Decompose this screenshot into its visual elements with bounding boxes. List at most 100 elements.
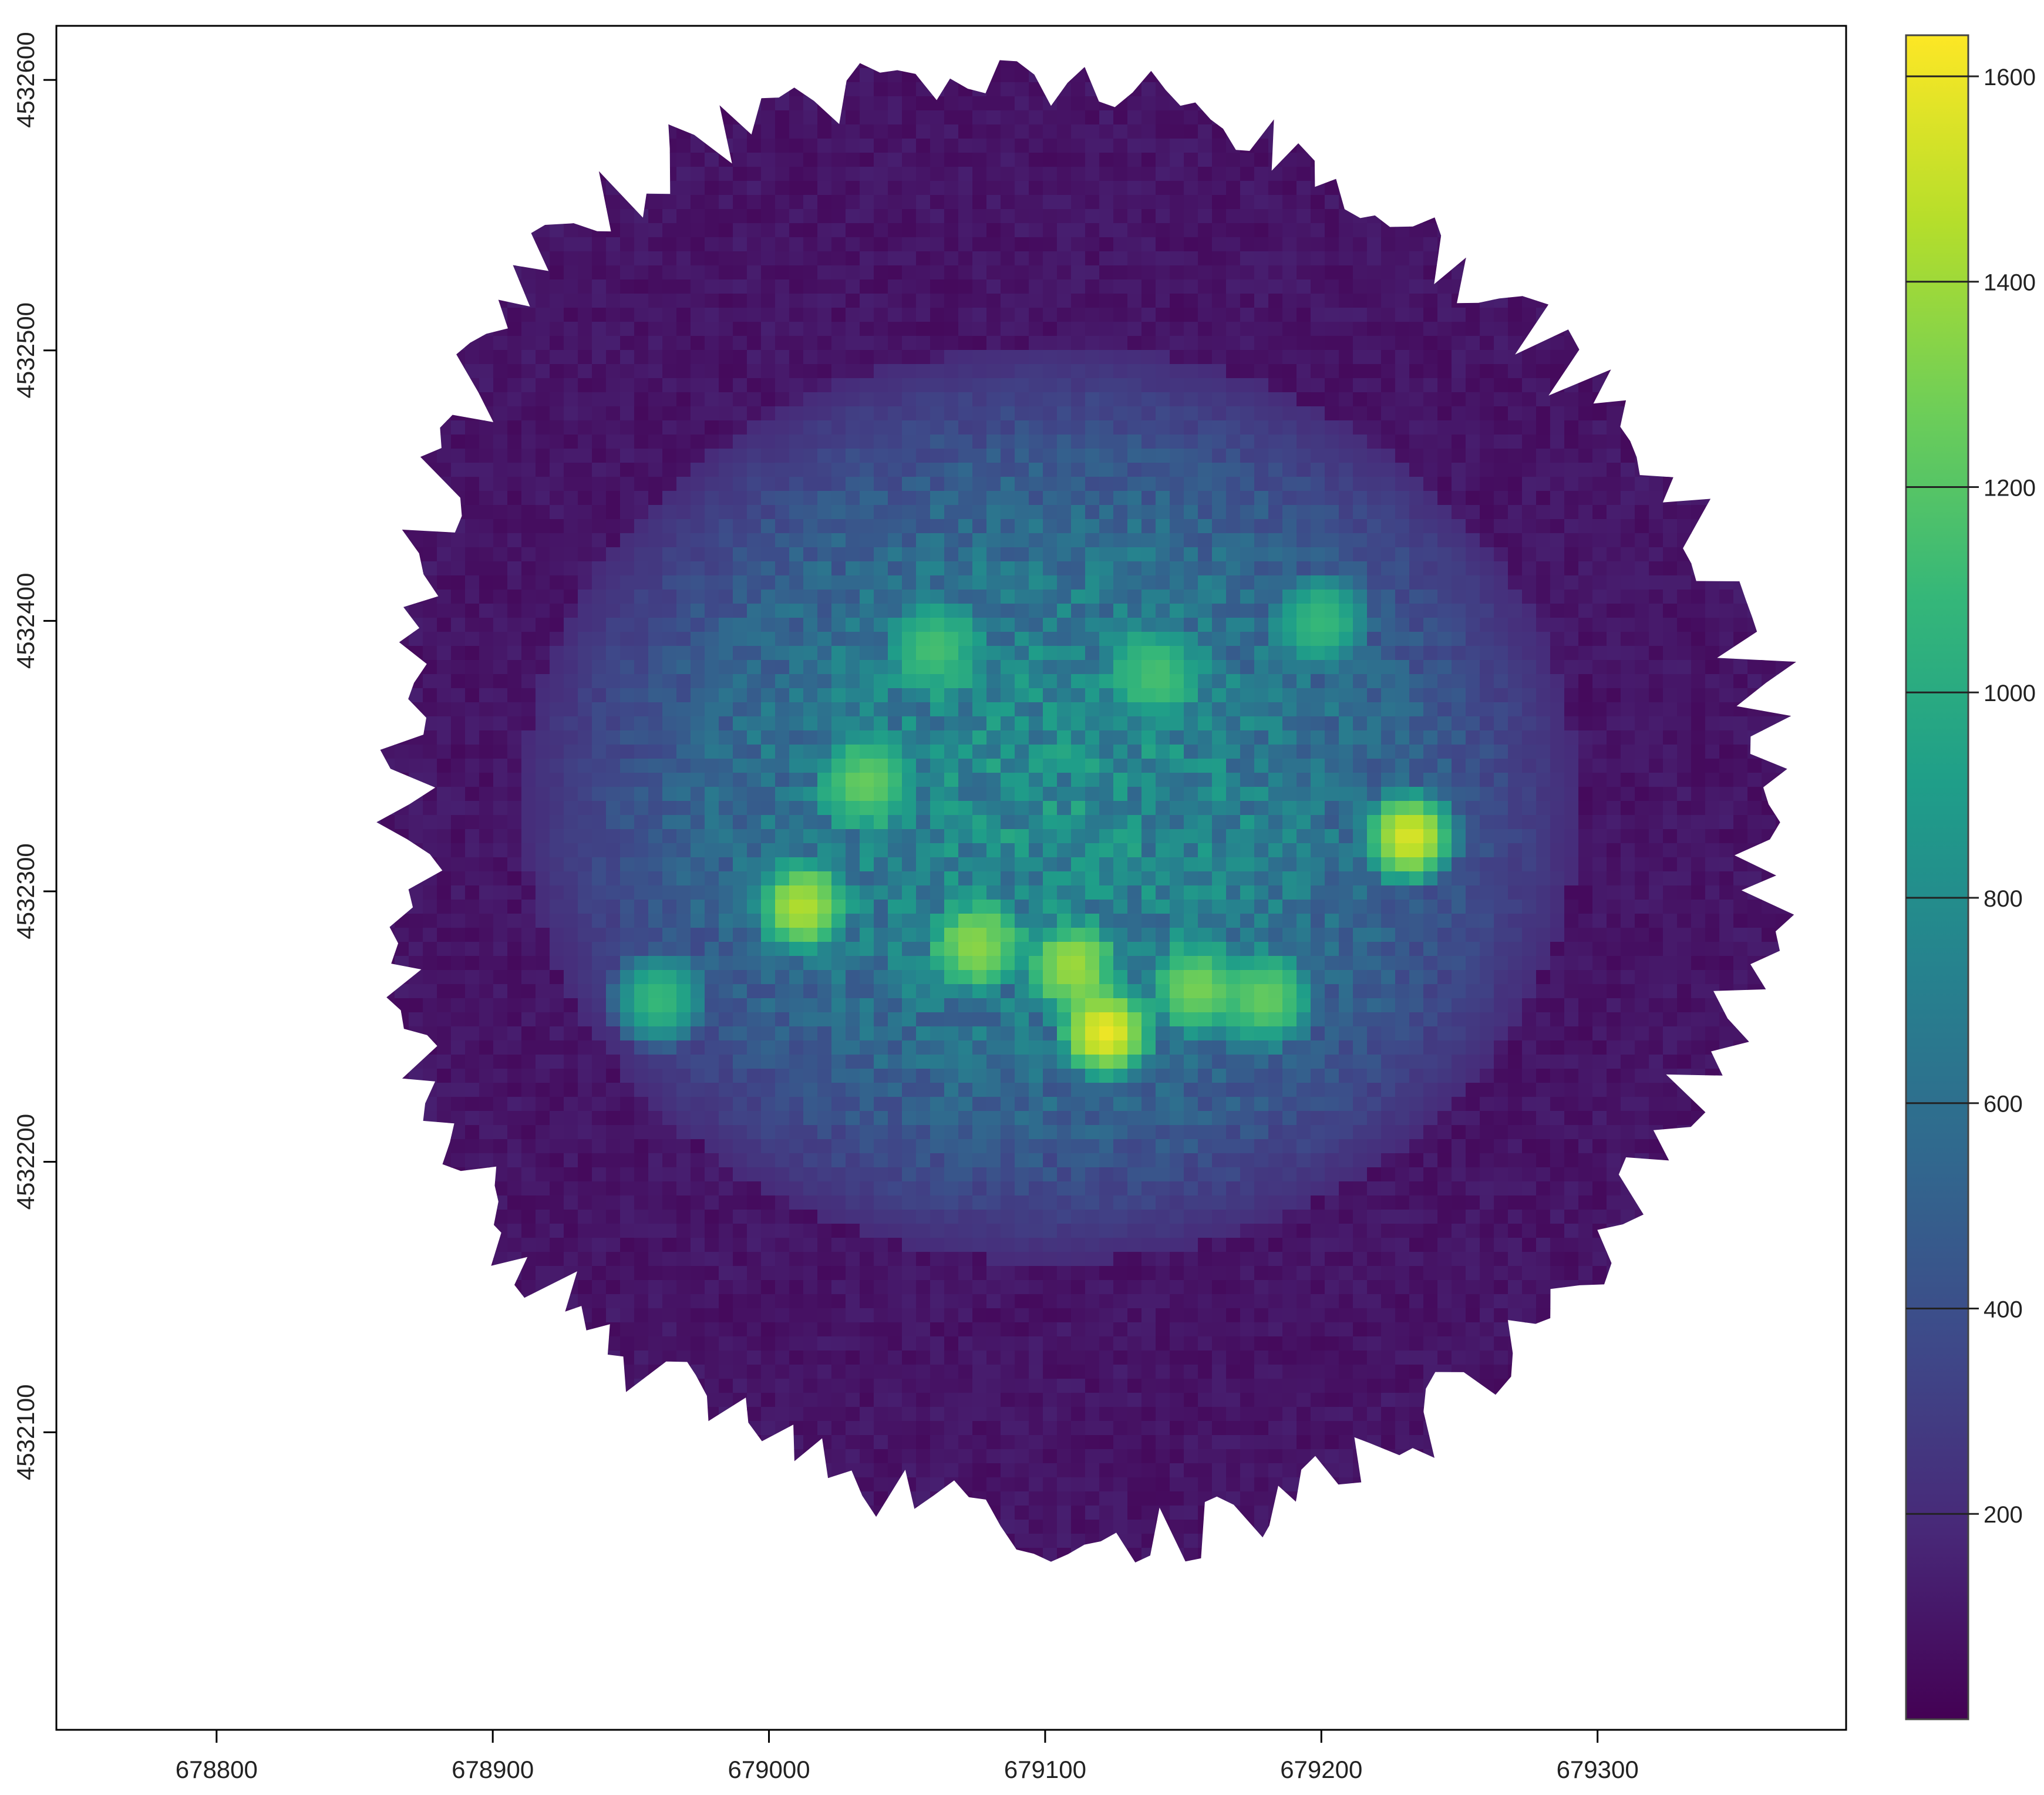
raster-cell	[225, 124, 240, 139]
raster-cell	[99, 124, 113, 139]
raster-cell	[1719, 406, 1734, 421]
raster-cell	[1832, 435, 1847, 449]
raster-cell	[620, 449, 635, 463]
raster-cell	[817, 223, 832, 238]
raster-cell	[1099, 561, 1114, 576]
raster-cell	[465, 68, 480, 83]
raster-cell	[1254, 26, 1269, 41]
raster-cell	[578, 378, 592, 393]
raster-cell	[1339, 505, 1353, 520]
raster-cell	[860, 420, 874, 435]
raster-cell	[99, 153, 113, 167]
raster-cell	[1015, 519, 1029, 534]
raster-cell	[958, 237, 973, 252]
raster-cell	[1564, 153, 1579, 167]
raster-cell	[691, 195, 705, 210]
raster-cell	[1592, 96, 1607, 111]
raster-cell	[620, 26, 635, 41]
raster-cell	[1141, 153, 1156, 167]
raster-cell	[197, 547, 212, 562]
raster-cell	[1437, 463, 1452, 477]
raster-cell	[1522, 364, 1537, 379]
raster-cell	[437, 406, 452, 421]
raster-cell	[1099, 308, 1114, 322]
raster-cell	[733, 251, 747, 266]
raster-cell	[1691, 477, 1706, 491]
raster-cell	[1409, 195, 1424, 210]
raster-cell	[507, 82, 522, 97]
raster-cell	[662, 378, 677, 393]
raster-cell	[296, 294, 311, 308]
raster-cell	[1762, 96, 1776, 111]
raster-cell	[1395, 223, 1410, 238]
raster-cell	[691, 533, 705, 548]
raster-cell	[648, 110, 663, 125]
raster-cell	[451, 153, 466, 167]
raster-cell	[1395, 505, 1410, 520]
raster-cell	[916, 68, 931, 83]
raster-cell	[691, 40, 705, 55]
raster-cell	[310, 406, 325, 421]
raster-cell	[451, 392, 466, 407]
raster-cell	[113, 82, 127, 97]
raster-cell	[1325, 153, 1339, 167]
raster-cell	[817, 449, 832, 463]
raster-cell	[1043, 82, 1058, 97]
raster-cell	[1747, 477, 1762, 491]
raster-cell	[1790, 364, 1797, 379]
raster-cell	[846, 505, 860, 520]
raster-cell	[564, 406, 578, 421]
raster-cell	[99, 435, 113, 449]
raster-cell	[1057, 153, 1072, 167]
raster-cell	[56, 322, 71, 336]
raster-cell	[1466, 223, 1480, 238]
raster-cell	[1339, 139, 1353, 153]
raster-cell	[803, 265, 818, 280]
raster-cell	[888, 26, 903, 41]
raster-cell	[1522, 124, 1537, 139]
raster-cell	[1522, 533, 1537, 548]
raster-cell	[155, 279, 170, 294]
raster-cell	[944, 505, 959, 520]
raster-cell	[1141, 195, 1156, 210]
raster-cell	[127, 110, 142, 125]
raster-cell	[1198, 139, 1213, 153]
raster-cell	[550, 110, 564, 125]
raster-cell	[240, 420, 254, 435]
raster-cell	[1437, 336, 1452, 351]
raster-cell	[70, 181, 85, 196]
raster-cell	[1141, 561, 1156, 576]
raster-cell	[1494, 449, 1508, 463]
raster-cell	[1339, 279, 1353, 294]
raster-cell	[1395, 449, 1410, 463]
raster-cell	[1212, 420, 1227, 435]
raster-cell	[1325, 547, 1339, 562]
raster-cell	[1423, 463, 1438, 477]
raster-cell	[1353, 209, 1368, 224]
raster-cell	[578, 322, 592, 336]
raster-cell	[1268, 40, 1283, 55]
raster-cell	[268, 223, 282, 238]
raster-cell	[1029, 308, 1043, 322]
raster-cell	[1085, 279, 1100, 294]
raster-cell	[1268, 364, 1283, 379]
raster-cell	[1677, 420, 1692, 435]
raster-cell	[1733, 491, 1748, 506]
raster-cell	[1621, 420, 1635, 435]
raster-cell	[1156, 251, 1170, 266]
raster-cell	[451, 350, 466, 365]
raster-cell	[1071, 322, 1086, 336]
raster-cell	[1409, 350, 1424, 365]
raster-cell	[1635, 209, 1649, 224]
raster-cell	[578, 167, 592, 181]
raster-cell	[197, 265, 212, 280]
raster-cell	[376, 336, 381, 351]
raster-cell	[1747, 406, 1762, 421]
raster-cell	[85, 378, 99, 393]
raster-cell	[578, 139, 592, 153]
raster-cell	[930, 406, 945, 421]
raster-cell	[1762, 392, 1776, 407]
raster-cell	[409, 491, 423, 506]
raster-cell	[1719, 26, 1734, 41]
raster-cell	[930, 237, 945, 252]
